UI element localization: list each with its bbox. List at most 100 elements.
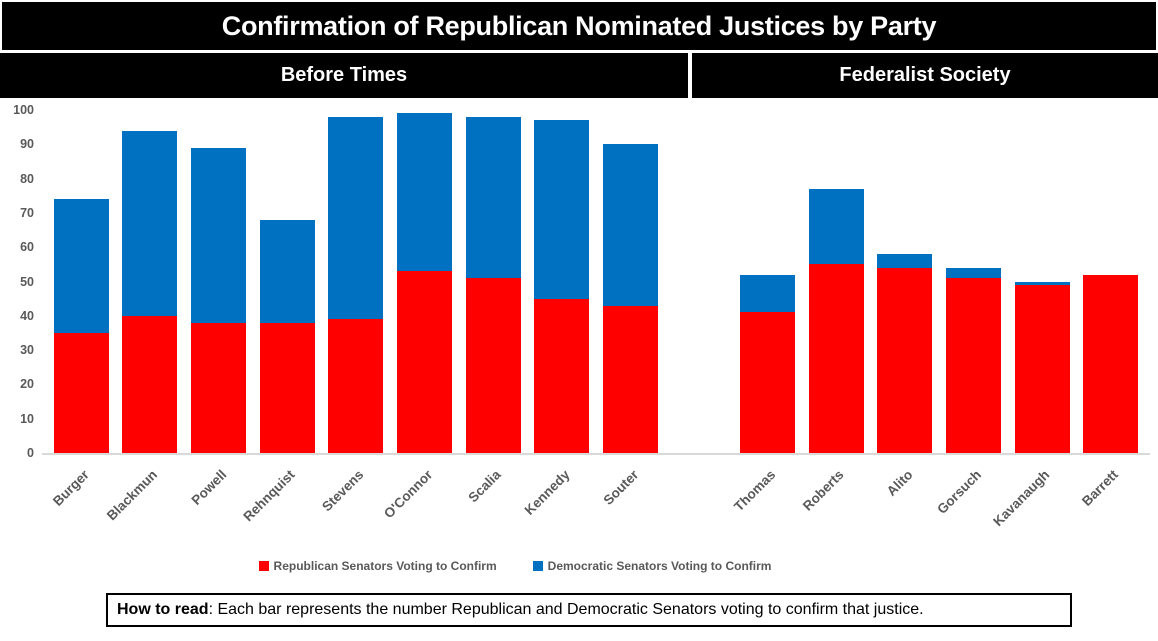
y-tick-label: 50: [20, 274, 34, 289]
democratic-segment: [191, 147, 247, 323]
x-axis-label: Blackmun: [104, 467, 161, 524]
y-tick-label: 90: [20, 137, 34, 152]
democratic-segment: [465, 116, 521, 279]
x-axis-label: Scalia: [465, 467, 504, 506]
legend-swatch-icon: [258, 561, 269, 571]
section-header-federalist-society: Federalist Society: [692, 53, 1158, 98]
stacked-bar-roberts: [808, 188, 864, 453]
stacked-bar-souter: [602, 144, 658, 453]
y-tick-label: 10: [20, 411, 34, 426]
section-header-before-times: Before Times: [0, 53, 688, 98]
chart-title: Confirmation of Republican Nominated Jus…: [2, 2, 1156, 50]
bar-slot: Scalia: [459, 110, 528, 505]
democratic-segment: [740, 274, 796, 313]
bar-slot: Alito: [871, 110, 940, 499]
republican-segment: [53, 332, 109, 453]
republican-segment: [808, 264, 864, 453]
y-tick-label: 20: [20, 377, 34, 392]
bar-slot: Stevens: [319, 110, 391, 514]
group-spacer-slot: [665, 110, 734, 453]
bar-slot: Thomas: [731, 110, 802, 514]
plot-area: Burger Blackmun Powell Rehnquist Stevens O'Co…: [47, 110, 1145, 529]
bar-chart: 0 10 20 30 40 50 60 70 80 90 100 Burger Blackmun Pow…: [13, 103, 1150, 529]
stacked-bar-gorsuch: [945, 267, 1001, 453]
stacked-bar-powell: [191, 147, 247, 453]
democratic-segment: [259, 219, 315, 323]
democratic-segment: [122, 130, 178, 316]
x-axis-label: Roberts: [800, 467, 847, 514]
y-tick-label: 40: [20, 308, 34, 323]
democratic-segment: [328, 116, 384, 320]
republican-segment: [396, 271, 452, 453]
stacked-bar-blackmun: [122, 130, 178, 453]
x-axis-label: Thomas: [730, 467, 779, 515]
bar-slot: Powell: [184, 110, 253, 508]
republican-segment: [259, 322, 315, 453]
how-to-read-lead: How to read: [117, 601, 209, 618]
y-tick-label: 100: [13, 103, 34, 117]
legend-label: Republican Senators Voting to Confirm: [273, 559, 497, 573]
y-tick-label: 80: [20, 171, 34, 186]
bar-slot: Roberts: [800, 110, 871, 514]
republican-segment: [602, 305, 658, 453]
democratic-segment: [602, 144, 658, 306]
how-to-read-note: How to read: Each bar represents the num…: [106, 593, 1072, 627]
x-axis-label: Souter: [600, 467, 641, 508]
stacked-bar-alito: [877, 254, 933, 453]
chart-legend: Republican Senators Voting to Confirm Dem…: [0, 557, 1030, 575]
x-axis-label: Stevens: [319, 467, 367, 515]
x-axis-label: Rehnquist: [240, 467, 298, 525]
how-to-read-text: : Each bar represents the number Republi…: [208, 601, 924, 618]
republican-segment: [740, 312, 796, 453]
stacked-bar-stevens: [328, 116, 384, 453]
legend-item: Republican Senators Voting to Confirm: [258, 559, 497, 573]
legend-item: Democratic Senators Voting to Confirm: [532, 559, 772, 573]
x-axis-label: Powell: [188, 467, 230, 508]
stacked-bar-kavanaugh: [1014, 281, 1070, 453]
x-axis-line: [42, 453, 1150, 455]
democratic-segment: [808, 188, 864, 265]
x-axis-label: Burger: [50, 467, 92, 509]
stacked-bar-thomas: [740, 274, 796, 453]
republican-segment: [534, 298, 590, 453]
republican-segment: [328, 319, 384, 453]
republican-segment: [945, 278, 1001, 453]
bar-slot: Burger: [47, 110, 116, 509]
bar-slot: O'Connor: [381, 110, 459, 521]
stacked-bar-scalia: [465, 116, 521, 453]
republican-segment: [465, 278, 521, 453]
stacked-bar-burger: [53, 199, 109, 453]
y-tick-label: 30: [20, 343, 34, 358]
bar-slot: Blackmun: [104, 110, 185, 523]
stacked-bar-oconnor: [396, 113, 452, 453]
republican-segment: [191, 322, 247, 453]
y-tick-label: 70: [20, 205, 34, 220]
bar-slot: Souter: [596, 110, 665, 508]
stacked-bar-rehnquist: [259, 219, 315, 453]
bar-slot: Kavanaugh: [991, 110, 1077, 529]
bar-slot: Rehnquist: [241, 110, 322, 524]
legend-swatch-icon: [532, 561, 543, 571]
republican-segment: [122, 315, 178, 453]
x-axis-label: Barrett: [1079, 467, 1122, 509]
y-tick-label: 0: [27, 446, 34, 460]
stacked-bar-kennedy: [534, 120, 590, 453]
democratic-segment: [1014, 281, 1070, 285]
republican-segment: [1014, 284, 1070, 453]
democratic-segment: [396, 113, 452, 272]
x-axis-label: Kavanaugh: [990, 467, 1053, 530]
republican-segment: [1083, 274, 1139, 453]
x-axis-label: Kennedy: [521, 467, 573, 518]
bar-slot: Kennedy: [521, 110, 596, 518]
x-axis-label: Gorsuch: [934, 467, 985, 517]
democratic-segment: [945, 267, 1001, 279]
x-axis-label: O'Connor: [380, 467, 436, 522]
democratic-segment: [534, 120, 590, 299]
democratic-segment: [877, 254, 933, 268]
y-tick-label: 60: [20, 240, 34, 255]
democratic-segment: [53, 199, 109, 333]
x-axis-label: Alito: [883, 467, 916, 499]
stacked-bar-barrett: [1083, 274, 1139, 453]
bar-slot: Barrett: [1076, 110, 1145, 509]
legend-label: Democratic Senators Voting to Confirm: [547, 559, 772, 573]
